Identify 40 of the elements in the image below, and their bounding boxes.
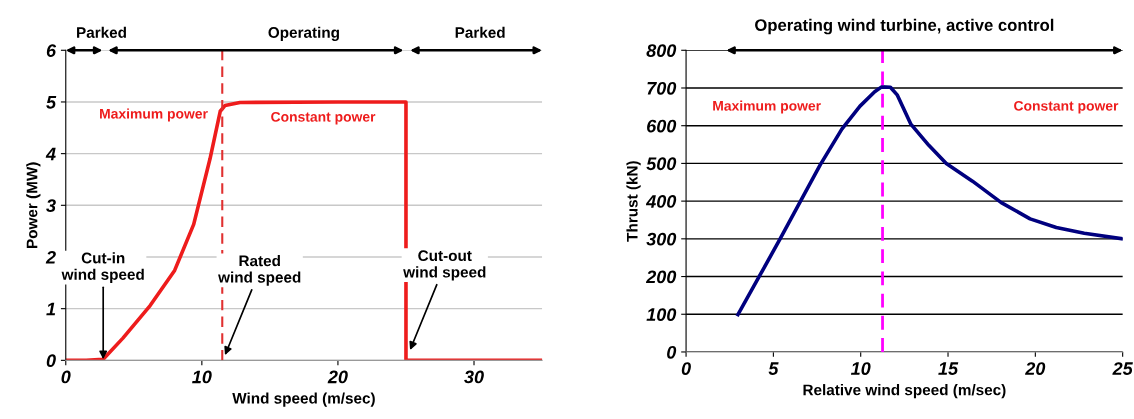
x-tick-label: 0	[681, 362, 691, 375]
y-tick-label: 400	[645, 195, 677, 208]
text: Parked	[455, 26, 505, 38]
x-tick-label: 30	[464, 370, 484, 384]
x-tick-label: 25	[1112, 362, 1133, 375]
x-tick-label: 15	[938, 362, 959, 375]
y-tick-label: 6	[46, 44, 57, 57]
x-tick-label: 20	[1025, 362, 1046, 375]
text: Parked	[77, 26, 126, 38]
x-tick-label: 5	[768, 362, 779, 375]
y-axis-title: Power (MW)	[26, 162, 41, 248]
y-tick-label: 200	[645, 270, 677, 284]
x-axis-title: Wind speed (m/sec)	[232, 392, 375, 407]
annotation: Maximum power	[713, 100, 821, 114]
text: Operating	[268, 26, 339, 41]
y-tick-label: 700	[647, 81, 677, 95]
y-tick-label: 800	[646, 44, 677, 57]
y-axis-title: Thrust (kN)	[626, 161, 641, 242]
annotation: Maximum power	[100, 108, 208, 122]
y-tick-label: 4	[45, 147, 56, 161]
y-tick-label: 1	[46, 302, 56, 316]
annotation: Rated wind speed	[218, 255, 301, 286]
annotation: Cut-in wind speed	[61, 252, 144, 283]
y-tick-label: 2	[45, 250, 56, 264]
annotation: Cut-out wind speed	[403, 250, 486, 281]
x-tick-label: 20	[327, 370, 348, 384]
annotation: Constant power	[271, 111, 376, 125]
x-tick-label: 10	[192, 370, 212, 384]
y-tick-label: 3	[46, 199, 56, 213]
y-tick-label: 100	[646, 308, 677, 321]
annotation: Constant power	[1014, 100, 1119, 114]
y-tick-label: 0	[667, 345, 677, 359]
chart-title: Operating wind turbine, active control	[755, 18, 1054, 35]
y-tick-label: 300	[646, 232, 677, 246]
x-tick-label: 10	[850, 362, 871, 375]
x-axis-title: Relative wind speed (m/sec)	[803, 384, 1006, 399]
y-tick-label: 500	[646, 157, 677, 171]
y-tick-label: 600	[647, 119, 677, 133]
y-tick-label: 5	[46, 96, 57, 109]
x-tick-label: 0	[61, 370, 71, 384]
